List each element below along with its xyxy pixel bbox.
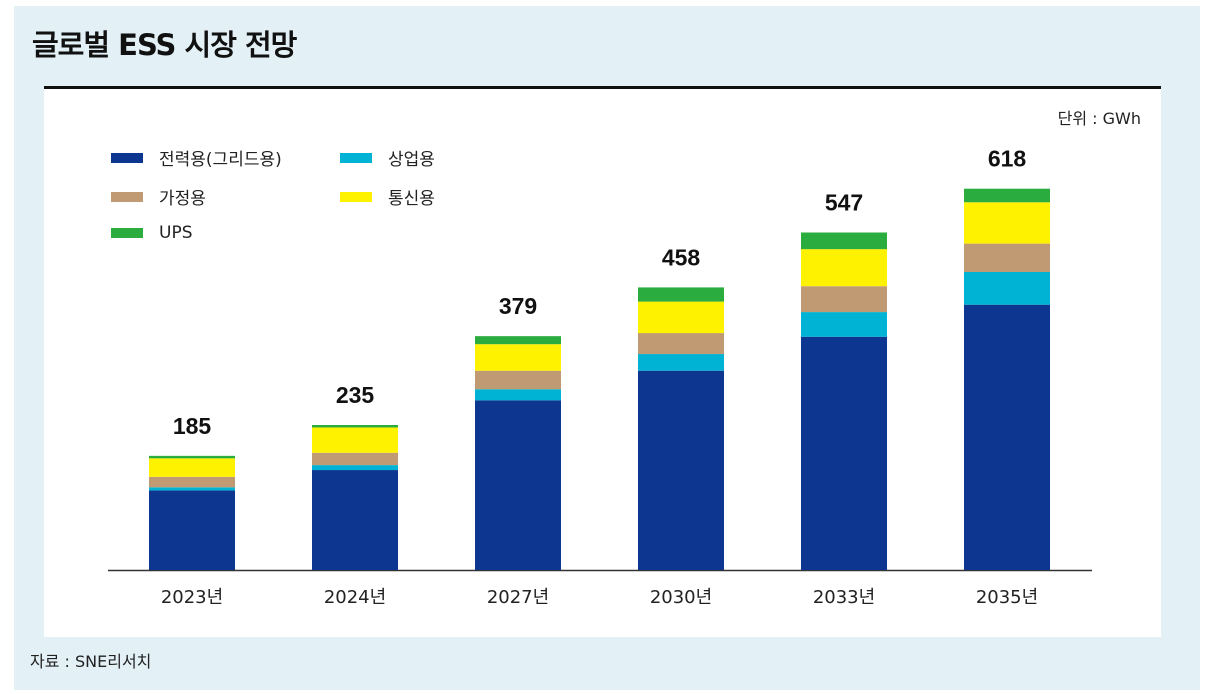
bar-segment-2024년-4 (312, 425, 398, 428)
legend-item-ups: UPS (111, 223, 193, 243)
bar-segment-2027년-2 (475, 370, 561, 390)
bar-segment-2030년-4 (638, 287, 724, 302)
bar-segment-2030년-2 (638, 333, 724, 355)
legend-swatch-ups (111, 228, 143, 238)
legend-label-commercial: 상업용 (388, 150, 435, 170)
source-note: 자료 : SNE리서치 (30, 652, 152, 671)
bar-segment-2024년-3 (312, 427, 398, 453)
bar-segment-2027년-1 (475, 389, 561, 401)
total-label: 379 (499, 293, 537, 319)
legend-item-telecom: 통신용 (340, 184, 435, 209)
bar-segment-2033년-0 (801, 336, 887, 570)
title-divider (44, 86, 1161, 89)
x-tick-label: 2024년 (324, 587, 386, 608)
legend-label-ups: UPS (159, 223, 193, 243)
legend-label-residential: 가정용 (159, 189, 206, 209)
legend-label-grid: 전력용(그리드용) (159, 150, 282, 170)
legend-item-grid: 전력용(그리드용) (111, 145, 282, 170)
bar-segment-2030년-1 (638, 354, 724, 371)
total-label: 618 (988, 146, 1027, 172)
legend-swatch-telecom (340, 191, 372, 202)
total-label: 235 (336, 382, 375, 408)
legend-swatch-residential (111, 191, 143, 202)
legend-item-residential: 가정용 (111, 184, 206, 209)
x-tick-label: 2035년 (976, 587, 1038, 608)
bar-segment-2035년-1 (964, 271, 1050, 305)
bar-segment-2030년-3 (638, 301, 724, 334)
bar-segment-2024년-1 (312, 465, 398, 471)
bar-segment-2027년-3 (475, 344, 561, 371)
bar-segment-2035년-4 (964, 188, 1050, 203)
bar-segment-2023년-3 (149, 458, 235, 477)
unit-label: 단위 : GWh (1057, 109, 1141, 128)
bar-segment-2033년-3 (801, 249, 887, 287)
bar-segment-2027년-4 (475, 336, 561, 345)
bar-segment-2027년-0 (475, 400, 561, 570)
bar-segment-2035년-2 (964, 243, 1050, 272)
legend-swatch-grid (111, 152, 143, 163)
bar-segment-2033년-1 (801, 312, 887, 337)
bar-segment-2023년-1 (149, 487, 235, 491)
chart-title: 글로벌 ESS 시장 전망 (32, 28, 297, 62)
x-tick-label: 2027년 (487, 587, 549, 608)
total-label: 458 (662, 244, 701, 270)
bar-segment-2023년-0 (149, 490, 235, 570)
bar-segment-2033년-4 (801, 232, 887, 250)
bar-segment-2035년-0 (964, 304, 1050, 570)
x-tick-label: 2030년 (650, 587, 712, 608)
bar-segment-2023년-4 (149, 455, 235, 459)
legend-item-commercial: 상업용 (340, 145, 435, 170)
bar-segment-2035년-3 (964, 202, 1050, 244)
total-label: 185 (173, 413, 212, 439)
bar-segment-2024년-0 (312, 470, 398, 570)
total-label: 547 (825, 190, 863, 216)
legend-swatch-commercial (340, 152, 372, 163)
x-tick-label: 2033년 (813, 587, 875, 608)
bar-segment-2023년-2 (149, 476, 235, 488)
x-tick-label: 2023년 (161, 587, 223, 608)
legend-label-telecom: 통신용 (388, 189, 435, 209)
bar-segment-2024년-2 (312, 452, 398, 466)
bar-segment-2030년-0 (638, 370, 724, 570)
bar-segment-2033년-2 (801, 286, 887, 313)
